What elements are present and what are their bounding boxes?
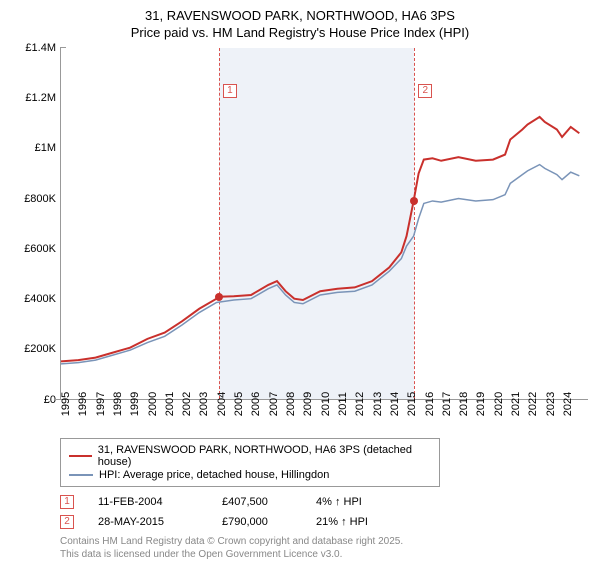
- event-num-2: 2: [60, 515, 74, 529]
- x-tick-label: 2019: [475, 392, 487, 416]
- x-tick-label: 2003: [198, 392, 210, 416]
- events-table: 1 11-FEB-2004 £407,500 4% ↑ HPI 2 28-MAY…: [60, 495, 588, 529]
- x-tick-label: 2024: [562, 392, 574, 416]
- y-axis: £0£200K£400K£600K£800K£1M£1.2M£1.4M: [12, 48, 60, 400]
- legend-label-price: 31, RAVENSWOOD PARK, NORTHWOOD, HA6 3PS …: [98, 444, 431, 468]
- x-tick-label: 2008: [285, 392, 297, 416]
- x-tick-label: 2006: [250, 392, 262, 416]
- y-tick-label: £600K: [24, 243, 56, 255]
- event-price-1: £407,500: [222, 496, 292, 508]
- legend: 31, RAVENSWOOD PARK, NORTHWOOD, HA6 3PS …: [60, 438, 440, 487]
- x-tick-label: 2010: [320, 392, 332, 416]
- x-tick-label: 2022: [527, 392, 539, 416]
- event-pct-2: 21% ↑ HPI: [316, 516, 368, 528]
- event-dot-2: [410, 197, 418, 205]
- x-tick-label: 2009: [302, 392, 314, 416]
- x-tick-label: 2017: [441, 392, 453, 416]
- x-tick-label: 2012: [354, 392, 366, 416]
- y-tick-label: £800K: [24, 193, 56, 205]
- chart-title: 31, RAVENSWOOD PARK, NORTHWOOD, HA6 3PS …: [12, 8, 588, 42]
- x-tick-label: 2011: [337, 392, 349, 416]
- x-tick-label: 2001: [164, 392, 176, 416]
- event-date-1: 11-FEB-2004: [98, 496, 198, 508]
- legend-swatch-price: [69, 455, 92, 457]
- x-tick-label: 2015: [406, 392, 418, 416]
- y-tick-label: £1.4M: [25, 42, 56, 54]
- event-price-2: £790,000: [222, 516, 292, 528]
- chart-lines: [61, 48, 588, 399]
- x-tick-label: 2005: [233, 392, 245, 416]
- y-tick-label: £200K: [24, 343, 56, 355]
- event-dot-1: [215, 293, 223, 301]
- legend-swatch-hpi: [69, 474, 93, 476]
- x-tick-label: 2013: [372, 392, 384, 416]
- x-tick-label: 2023: [545, 392, 557, 416]
- x-tick-label: 1996: [77, 392, 89, 416]
- event-pct-1: 4% ↑ HPI: [316, 496, 362, 508]
- chart-area: £0£200K£400K£600K£800K£1M£1.2M£1.4M 1 2 …: [12, 48, 588, 436]
- y-tick-label: £0: [44, 394, 56, 406]
- x-tick-label: 2007: [268, 392, 280, 416]
- x-tick-label: 1997: [95, 392, 107, 416]
- x-tick-label: 2014: [389, 392, 401, 416]
- footer-attribution: Contains HM Land Registry data © Crown c…: [60, 535, 588, 561]
- x-tick-label: 1998: [112, 392, 124, 416]
- x-tick-label: 1999: [129, 392, 141, 416]
- x-tick-label: 2016: [424, 392, 436, 416]
- plot-area: 1 2: [60, 48, 588, 400]
- y-tick-label: £1.2M: [25, 92, 56, 104]
- x-tick-label: 2021: [510, 392, 522, 416]
- y-tick-label: £1M: [35, 142, 56, 154]
- event-date-2: 28-MAY-2015: [98, 516, 198, 528]
- x-tick-label: 2000: [147, 392, 159, 416]
- x-tick-label: 1995: [60, 392, 72, 416]
- y-tick-label: £400K: [24, 293, 56, 305]
- x-tick-label: 2002: [181, 392, 193, 416]
- event-num-1: 1: [60, 495, 74, 509]
- x-axis: 1995199619971998199920002001200220032004…: [60, 400, 588, 436]
- x-tick-label: 2004: [216, 392, 228, 416]
- x-tick-label: 2018: [458, 392, 470, 416]
- x-tick-label: 2020: [493, 392, 505, 416]
- legend-label-hpi: HPI: Average price, detached house, Hill…: [99, 469, 329, 481]
